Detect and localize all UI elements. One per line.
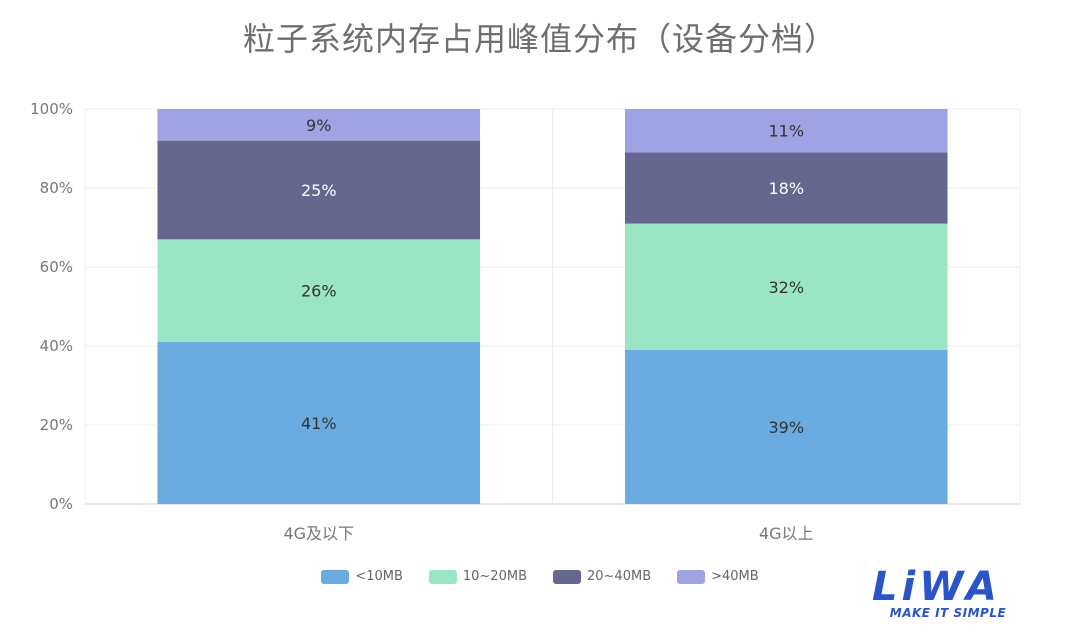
y-tick-label: 40% [40, 337, 73, 355]
data-label: 25% [301, 181, 337, 200]
bar-segment [624, 349, 948, 504]
data-label: 32% [768, 278, 804, 297]
legend-label: <10MB [355, 569, 403, 584]
data-label: 26% [301, 282, 337, 301]
legend-swatch [428, 569, 457, 584]
legend-label: 10~20MB [462, 569, 527, 584]
data-label: 39% [768, 418, 804, 437]
legend-swatch [677, 569, 706, 584]
logo-tagline: MAKE IT SIMPLE [889, 606, 1007, 620]
y-tick-label: 100% [30, 100, 73, 118]
bar-segment [624, 152, 948, 224]
logo-wordmark: LiWA [872, 564, 1001, 610]
y-tick-label: 20% [40, 416, 73, 434]
y-tick-label: 80% [40, 179, 73, 197]
bar-segment [157, 239, 481, 343]
legend: <10MB 10~20MB 20~40MB >40MB [0, 569, 1080, 584]
legend-item[interactable]: 20~40MB [553, 569, 651, 584]
bar-segment [624, 109, 948, 153]
stacked-bar-chart: 0% 20% 40% 60% 80% 100% 41% 26% 25% 9% 4G及以下 39% 32%… [30, 100, 1021, 543]
data-label: 18% [768, 179, 804, 198]
bar-segment [157, 140, 481, 240]
liwa-logo: LiWA [872, 564, 1001, 610]
x-tick-label: 4G以上 [759, 524, 814, 543]
data-label: 11% [768, 122, 804, 141]
y-tick-label: 0% [49, 495, 73, 513]
x-tick-label: 4G及以下 [283, 524, 354, 543]
legend-label: 20~40MB [587, 569, 652, 584]
bar-segment [624, 223, 948, 350]
legend-swatch [321, 569, 350, 584]
bar-segment [157, 109, 481, 141]
data-label: 9% [306, 116, 331, 135]
legend-swatch [553, 569, 581, 584]
legend-item[interactable]: <10MB [321, 569, 403, 584]
legend-label: >40MB [711, 569, 759, 584]
chart-title: 粒子系统内存占用峰值分布（设备分档） [242, 20, 837, 58]
bar-segment [157, 342, 481, 504]
data-label: 41% [301, 414, 337, 433]
legend-item[interactable]: >40MB [677, 569, 759, 584]
y-tick-label: 60% [40, 258, 73, 276]
legend-item[interactable]: 10~20MB [428, 569, 527, 584]
